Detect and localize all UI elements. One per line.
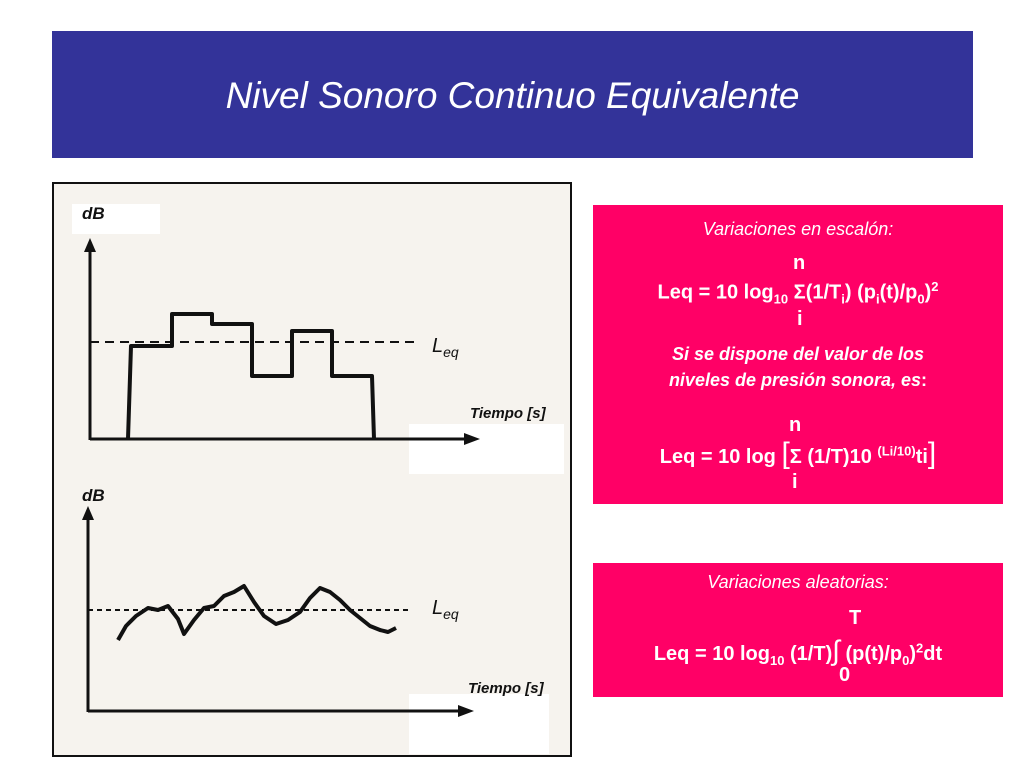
bottom-x-arrow bbox=[458, 705, 474, 717]
top-leq-label: Leq bbox=[432, 335, 459, 360]
bottom-random-signal bbox=[116, 584, 397, 641]
f1-formula: Leq = 10 log10 Σ(1/Ti) (pi(t)/p0)2 bbox=[657, 279, 939, 307]
label-patch bbox=[409, 694, 549, 754]
f3-formula: Leq = 10 log10 (1/T)∫ (p(t)/p0)2dt bbox=[653, 635, 943, 668]
f2-lower-limit: i bbox=[792, 471, 798, 493]
top-x-arrow bbox=[464, 433, 480, 445]
top-step-signal bbox=[126, 312, 376, 440]
label-patch bbox=[72, 204, 160, 234]
page-title: Nivel Sonoro Continuo Equivalente bbox=[225, 75, 800, 116]
label-patch bbox=[409, 424, 564, 474]
leq-diagram: dB Leq Tiempo [s] dB Leq Tiempo [s] bbox=[72, 204, 564, 754]
leq-figure: dB Leq Tiempo [s] dB Leq Tiempo [s] bbox=[52, 182, 572, 757]
bottom-y-arrow bbox=[82, 506, 94, 520]
random-variations-box: Variaciones aleatorias: T Leq = 10 log10… bbox=[593, 563, 1003, 697]
bottom-chart: dB Leq Tiempo [s] bbox=[82, 486, 545, 717]
top-chart: dB Leq Tiempo [s] bbox=[82, 204, 547, 445]
bottom-y-label: dB bbox=[82, 486, 105, 505]
f3-lower-limit: 0 bbox=[839, 664, 851, 686]
note-line-2: niveles de presión sonora, es: bbox=[668, 370, 928, 390]
f1-upper-limit: n bbox=[793, 252, 806, 274]
step-variations-box: Variaciones en escalón: n Leq = 10 log10… bbox=[593, 205, 1003, 504]
f1-lower-limit: i bbox=[797, 308, 803, 330]
title-banner: Nivel Sonoro Continuo Equivalente bbox=[52, 31, 973, 158]
f2-formula: Leq = 10 log [Σ (1/T)10 (Li/10)ti] bbox=[659, 437, 937, 470]
bottom-leq-label: Leq bbox=[432, 597, 459, 622]
bottom-x-label: Tiempo [s] bbox=[468, 680, 545, 697]
f2-upper-limit: n bbox=[789, 414, 802, 436]
note-line-1: Si se dispone del valor de los bbox=[671, 344, 925, 364]
random-heading: Variaciones aleatorias: bbox=[707, 572, 889, 592]
top-x-label: Tiempo [s] bbox=[470, 405, 547, 422]
top-y-label: dB bbox=[82, 204, 105, 223]
step-heading: Variaciones en escalón: bbox=[702, 219, 894, 239]
f3-upper-limit: T bbox=[849, 607, 862, 629]
top-y-arrow bbox=[84, 238, 96, 252]
